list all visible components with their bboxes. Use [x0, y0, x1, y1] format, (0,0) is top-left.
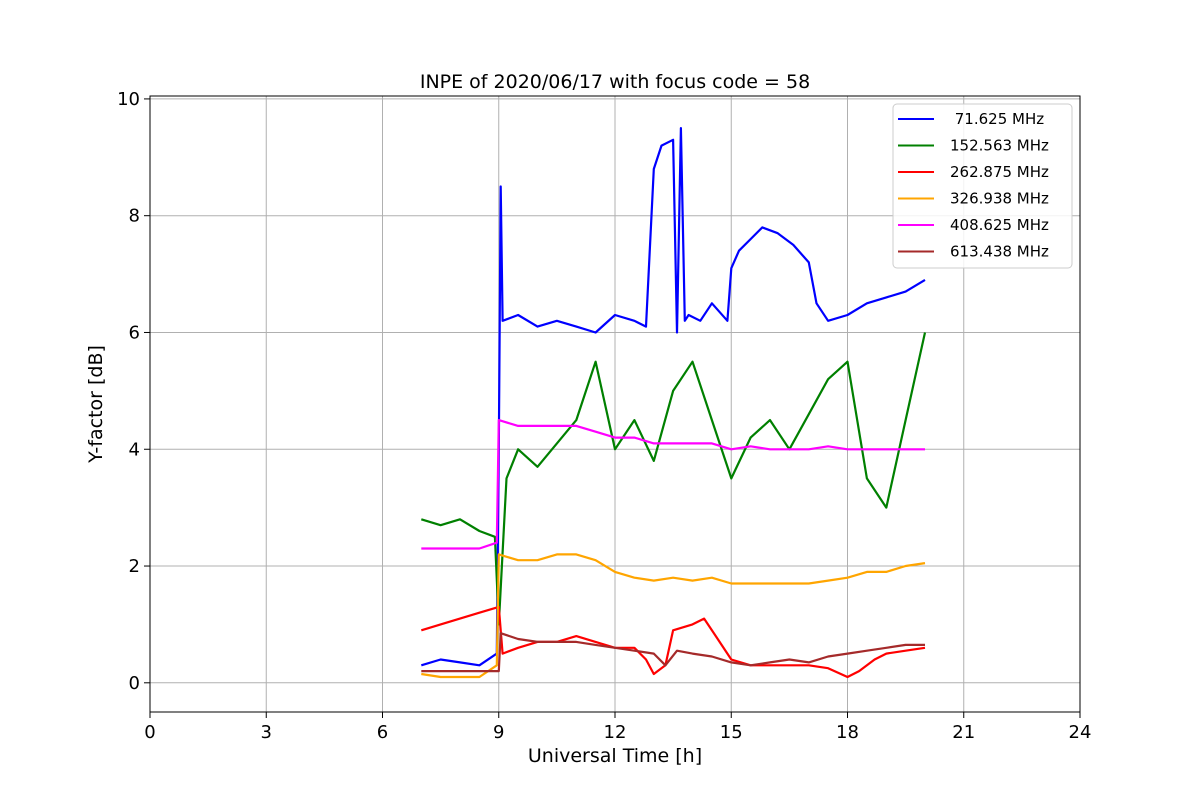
legend-label-3: 326.938 MHz — [950, 190, 1049, 208]
x-tick-label: 15 — [720, 722, 743, 743]
x-tick-label: 12 — [604, 722, 627, 743]
series-line-4 — [421, 419, 925, 550]
legend-label-5: 613.438 MHz — [950, 243, 1049, 261]
y-tick-label: 6 — [129, 322, 140, 343]
x-tick-label: 0 — [144, 722, 155, 743]
series-layer — [420, 127, 927, 679]
series-line-2 — [420, 605, 926, 679]
legend-label-2: 262.875 MHz — [950, 163, 1049, 181]
chart-title: INPE of 2020/06/17 with focus code = 58 — [420, 71, 810, 93]
x-tick-label: 18 — [836, 722, 859, 743]
y-tick-label: 8 — [129, 206, 140, 227]
x-tick-label: 24 — [1069, 722, 1092, 743]
x-tick-label: 21 — [952, 722, 975, 743]
series-line-5 — [421, 632, 925, 673]
y-axis-label: Y-factor [dB] — [85, 345, 107, 464]
y-tick-label: 10 — [117, 89, 140, 110]
x-tick-label: 3 — [261, 722, 272, 743]
series-line-0 — [420, 127, 926, 667]
series-line-3 — [421, 553, 926, 679]
y-tick-label: 2 — [129, 556, 140, 577]
x-tick-label: 6 — [377, 722, 388, 743]
x-axis-label: Universal Time [h] — [528, 745, 702, 767]
y-tick-label: 0 — [129, 673, 140, 694]
legend: 71.625 MHz 152.563 MHz 262.875 MHz 326.938 … — [892, 103, 1073, 269]
legend-label-4: 408.625 MHz — [950, 216, 1049, 234]
y-tick-label: 4 — [129, 439, 140, 460]
x-tick-label: 9 — [493, 722, 504, 743]
legend-label-0: 71.625 MHz — [950, 110, 1044, 128]
legend-label-1: 152.563 MHz — [950, 137, 1049, 155]
legend-box — [892, 103, 1073, 269]
